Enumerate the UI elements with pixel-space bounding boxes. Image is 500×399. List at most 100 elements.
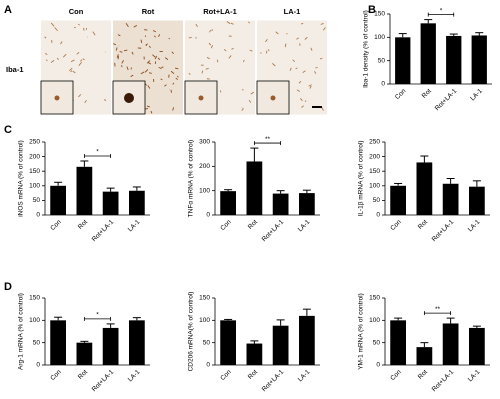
cell <box>308 84 312 87</box>
y-tick-label: 300 <box>199 139 210 146</box>
scale-bar <box>312 106 322 108</box>
cell <box>286 33 288 35</box>
cell <box>248 21 251 24</box>
cell <box>300 98 303 102</box>
y-tick-label: 150 <box>29 295 40 302</box>
cell <box>133 25 138 28</box>
x-tick-label: Rot+LA-1 <box>431 368 456 393</box>
cell <box>78 23 80 26</box>
x-tick-label: Con <box>389 368 403 382</box>
bar <box>246 161 263 215</box>
y-tick-label: 100 <box>369 183 380 190</box>
error-bar <box>250 340 259 344</box>
sig-label: * <box>96 312 99 319</box>
y-tick-label: 50 <box>203 339 211 346</box>
cell <box>146 105 151 108</box>
cell <box>121 65 123 68</box>
y-tick-label: 100 <box>199 317 210 324</box>
cell <box>116 54 119 58</box>
cell <box>284 43 287 48</box>
sig-label: ** <box>265 136 271 143</box>
y-tick-label: 0 <box>36 212 40 219</box>
cell <box>314 71 317 74</box>
cell <box>69 67 73 72</box>
x-tick-label: Rot <box>77 369 89 381</box>
bar <box>272 193 289 215</box>
cell <box>78 61 83 66</box>
y-axis-label: TNFα mRNA (% of control) <box>188 140 195 217</box>
column-label: Rot+LA-1 <box>203 7 237 16</box>
cell <box>209 29 212 33</box>
bar <box>129 190 145 215</box>
y-tick-label: 0 <box>206 212 210 219</box>
cell <box>175 77 179 80</box>
column-label: Con <box>69 7 84 16</box>
error-bar <box>80 160 89 167</box>
cell <box>45 52 48 56</box>
cell <box>249 49 253 52</box>
error-bar <box>132 317 141 321</box>
x-tick-label: Con <box>49 218 63 232</box>
y-axis-label: IL-1β mRNA (% of control) <box>358 141 365 217</box>
y-axis-label: CD206 mRNA(% of control) <box>188 292 195 372</box>
cell <box>295 67 298 70</box>
error-bar <box>302 308 311 316</box>
cell <box>54 27 59 32</box>
bar <box>442 323 459 365</box>
cell <box>152 54 156 58</box>
cell <box>171 51 174 54</box>
bar <box>469 186 485 215</box>
y-tick-label: 0 <box>376 212 380 219</box>
cell <box>208 42 212 46</box>
error-bar <box>276 190 285 194</box>
cell <box>275 31 279 35</box>
x-tick-label: Rot <box>247 219 259 231</box>
cell <box>84 100 87 103</box>
error-bar <box>106 323 115 328</box>
inset-cell <box>124 93 134 103</box>
x-tick-label: Rot+LA-1 <box>91 218 116 243</box>
y-tick-label: 200 <box>199 163 210 170</box>
row-label: Iba-1 <box>6 65 24 74</box>
cell <box>148 72 152 74</box>
cell <box>230 22 234 25</box>
bar <box>50 185 66 215</box>
y-tick-label: 0 <box>381 81 385 88</box>
cell <box>78 94 82 98</box>
cell <box>144 69 149 73</box>
error-bar <box>398 33 407 38</box>
y-tick-label: 150 <box>374 11 385 18</box>
y-tick-label: 0 <box>206 362 210 369</box>
cell <box>298 80 302 84</box>
bar <box>50 320 66 365</box>
x-tick-label: Con <box>219 368 233 382</box>
bar <box>416 162 433 215</box>
cell <box>304 100 307 103</box>
x-tick-label: Rot+LA-1 <box>261 218 286 243</box>
cell <box>119 51 123 53</box>
y-axis-label: Iba-1 density (% of control) <box>363 10 370 88</box>
cell <box>125 23 129 27</box>
x-tick-label: Rot <box>417 219 429 231</box>
cell <box>117 34 121 37</box>
error-bar <box>132 186 141 191</box>
cell <box>92 31 96 36</box>
cell <box>296 89 301 92</box>
cell <box>76 52 80 55</box>
y-tick-label: 100 <box>29 317 40 324</box>
cell <box>72 70 76 74</box>
cell <box>62 53 67 58</box>
bar <box>471 35 487 84</box>
cell <box>115 47 118 51</box>
error-bar <box>250 147 259 162</box>
error-bar <box>472 180 481 187</box>
cell <box>164 84 167 87</box>
bar <box>129 320 145 365</box>
cell <box>174 67 179 70</box>
cell <box>201 70 204 74</box>
cell <box>160 78 163 81</box>
cell <box>154 55 158 60</box>
x-tick-label: Rot+LA-1 <box>91 368 116 393</box>
cell <box>45 59 48 62</box>
